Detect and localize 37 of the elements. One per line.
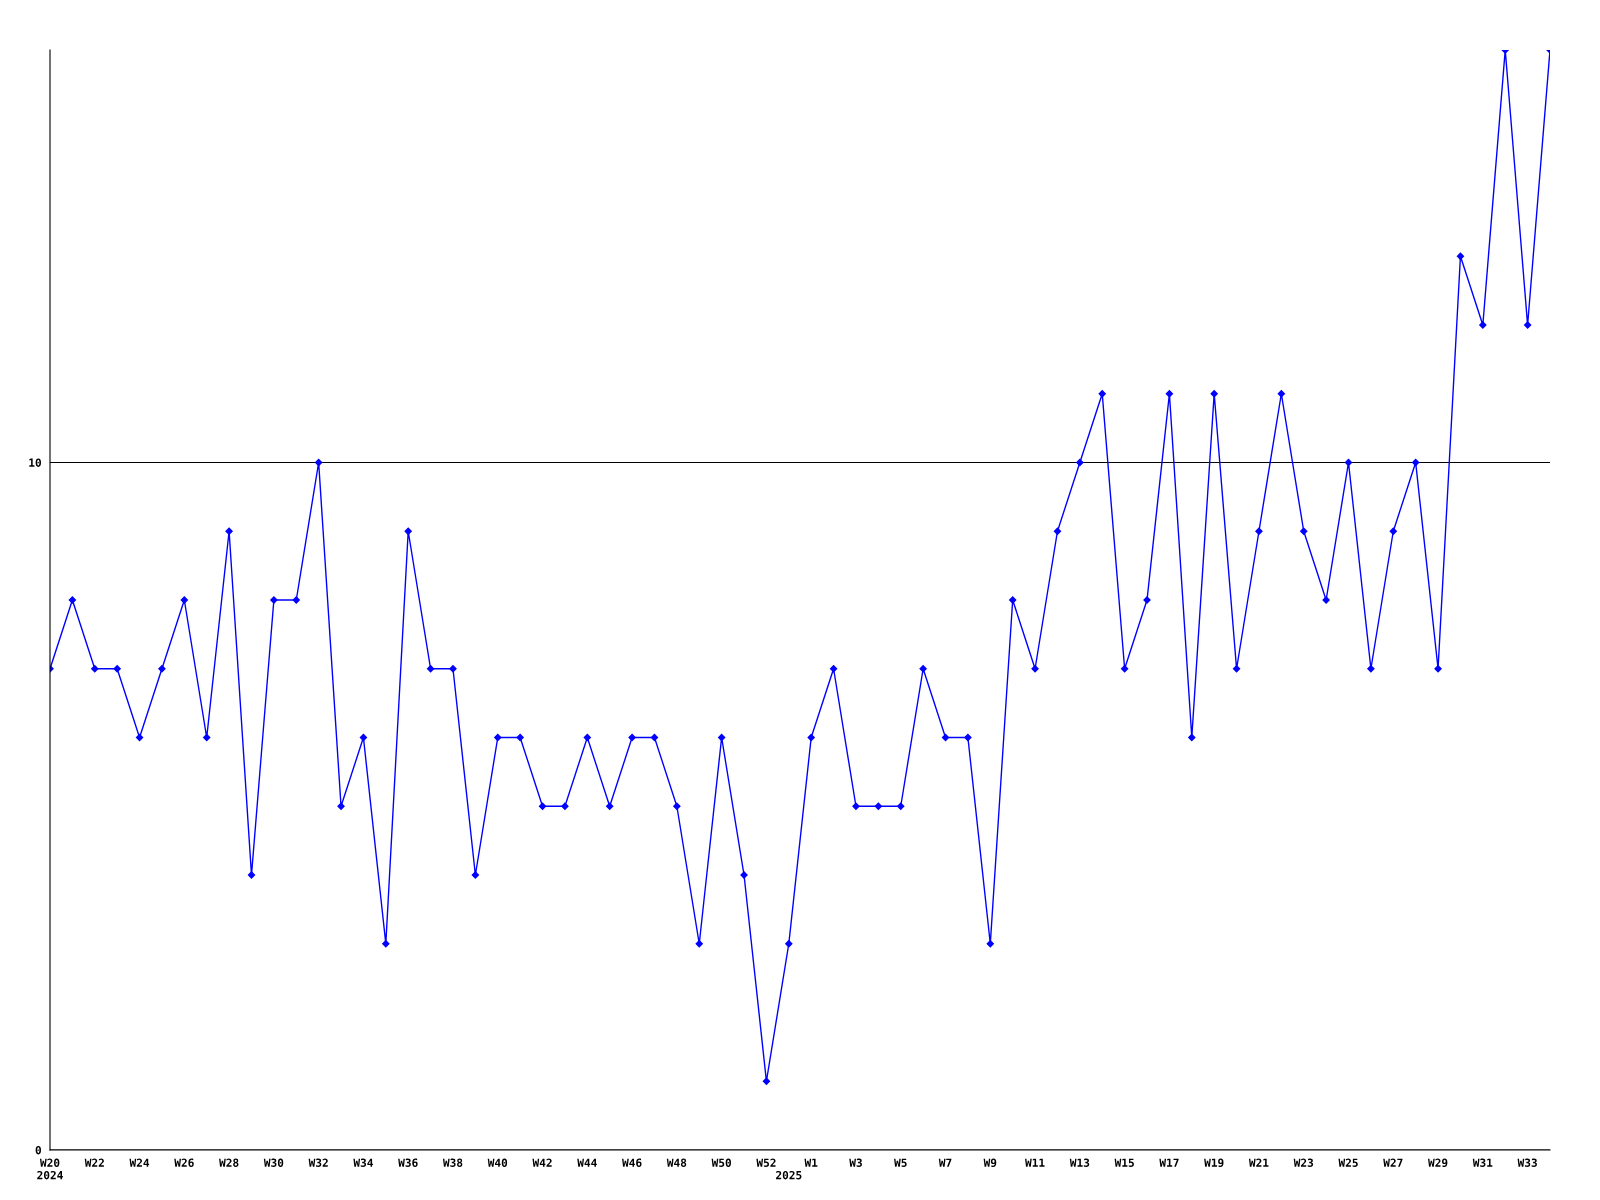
x-tick-label: W9 [983,1158,997,1167]
x-tick-label: W44 [577,1158,597,1167]
x-tick-label: W31 [1472,1158,1493,1167]
x-tick-label: W23 [1293,1158,1314,1167]
x-tick-label: W5 [894,1158,907,1167]
x-tick-label: W15 [1114,1158,1134,1167]
x-tick-label: W22 [84,1158,104,1167]
x-tick-label: 2025 [776,1170,802,1180]
x-tick-label: W36 [398,1158,418,1167]
x-tick-label: W20 2024 [37,1158,63,1180]
x-tick-label: W21 [1248,1158,1269,1167]
x-tick-label: W48 [666,1158,687,1167]
x-tick-label: W27 [1383,1158,1403,1167]
x-tick-label: W7 [938,1158,952,1167]
x-tick-label: W26 [174,1158,194,1167]
y-tick-label: 10 [29,458,41,467]
x-tick-label: W33 [1517,1158,1537,1167]
x-tick-label: W34 [353,1158,373,1167]
x-tick-label: W46 [622,1158,642,1167]
x-tick-label: W50 [711,1158,732,1167]
x-tick-label: W30 [263,1158,284,1167]
x-tick-label: W29 [1428,1158,1448,1167]
x-tick-label: W3 [849,1158,862,1167]
x-tick-label: W32 [308,1158,328,1167]
x-tick-label: W11 [1025,1158,1045,1167]
x-tick-label: W24 [129,1158,150,1167]
x-tick-label: W38 [442,1158,463,1167]
x-tick-label: W13 [1069,1158,1090,1167]
x-tick-label: W52 [756,1158,776,1167]
x-tick-label: W42 [532,1158,552,1167]
x-tick-label: W28 [219,1158,239,1167]
y-tick-label: 0 [35,1145,41,1155]
x-tick-label: W17 [1159,1158,1179,1167]
x-tick-label: W40 [487,1158,508,1167]
x-tick-label: W25 [1338,1158,1358,1167]
x-tick-label: W1 [804,1158,818,1167]
x-tick-label: W19 [1204,1158,1224,1167]
